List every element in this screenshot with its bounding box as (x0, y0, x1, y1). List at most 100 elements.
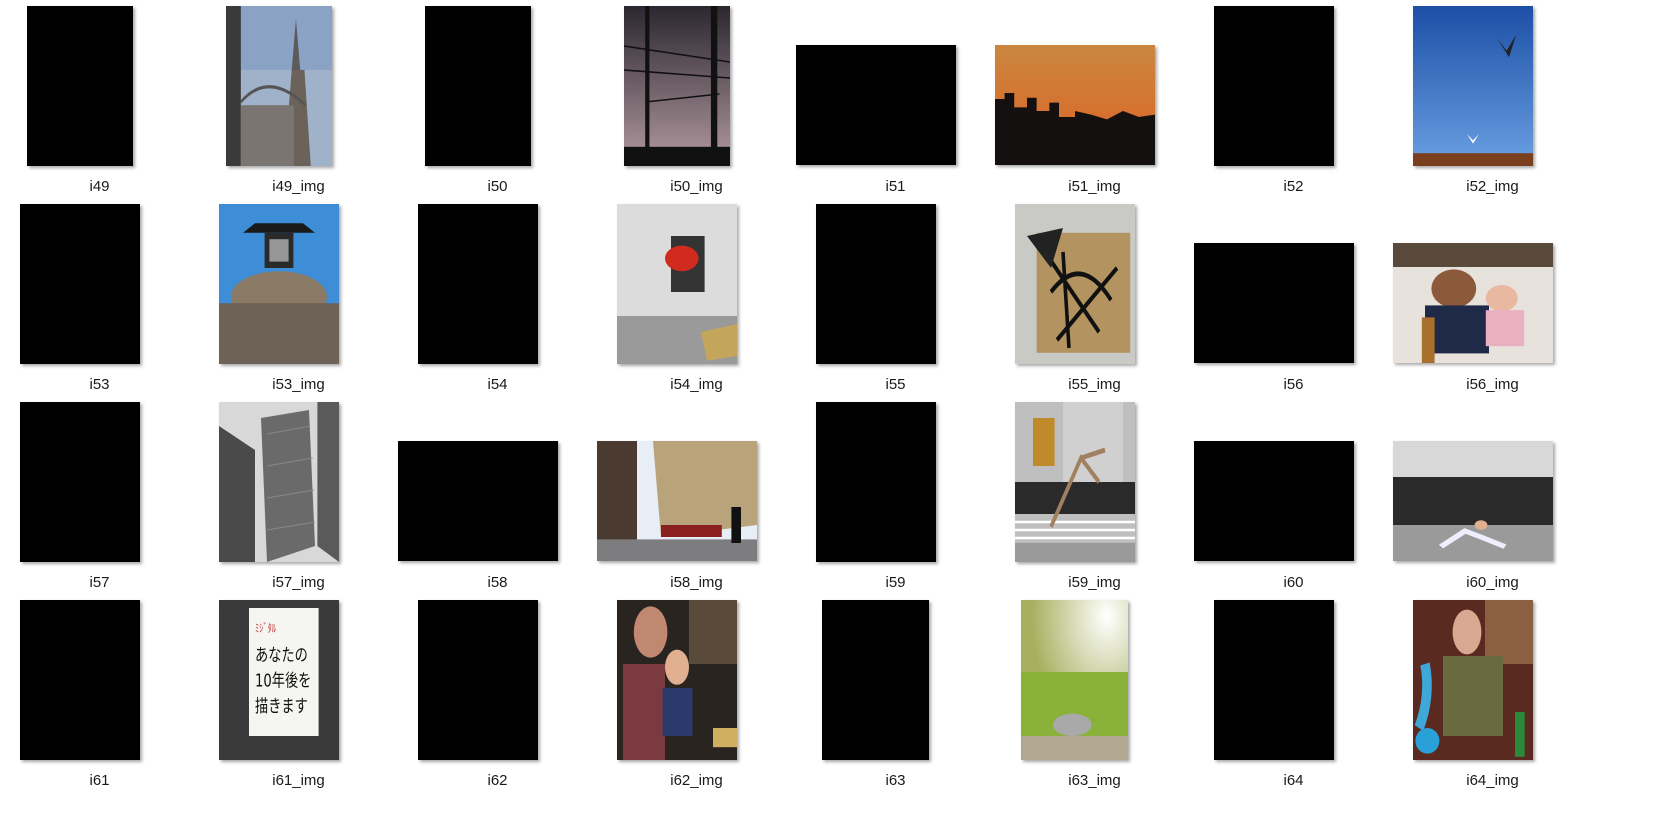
photo-thumbnail[interactable] (995, 45, 1155, 165)
heatmap-thumbnail[interactable] (20, 402, 140, 562)
file-name-label: i61_img (272, 772, 325, 789)
image-file-item[interactable]: i49_img (199, 0, 398, 209)
heatmap-thumbnail[interactable] (816, 204, 936, 364)
photo-thumbnail[interactable] (624, 6, 730, 166)
file-name-label: i57_img (272, 574, 325, 591)
image-file-item[interactable]: i55_img (995, 198, 1194, 407)
file-name-label: i51 (885, 178, 906, 195)
photo-thumbnail[interactable] (1021, 600, 1128, 760)
heatmap-file-item[interactable]: i63 (796, 594, 995, 803)
heatmap-thumbnail[interactable] (418, 204, 538, 364)
heatmap-thumbnail[interactable] (822, 600, 929, 760)
image-file-item[interactable]: i59_img (995, 396, 1194, 605)
file-name-label: i54_img (670, 376, 723, 393)
heatmap-file-item[interactable]: i49 (0, 0, 199, 209)
file-name-label: i53_img (272, 376, 325, 393)
heatmap-thumbnail[interactable] (1194, 243, 1354, 363)
photo-thumbnail[interactable] (617, 600, 737, 760)
image-file-item[interactable]: ﾐｼﾞﾀﾙ あなたの 10年後を描きます i61_img (199, 594, 398, 803)
image-file-item[interactable]: i63_img (995, 594, 1194, 803)
heatmap-file-item[interactable]: i64 (1194, 594, 1393, 803)
photo-thumbnail[interactable] (597, 441, 757, 561)
heatmap-thumbnail[interactable] (1214, 6, 1334, 166)
heatmap-file-item[interactable]: i50 (398, 0, 597, 209)
file-name-label: i55 (885, 376, 906, 393)
image-file-item[interactable]: i51_img (995, 0, 1194, 209)
sign-text-line: あなたの (255, 645, 308, 665)
heatmap-file-item[interactable]: i59 (796, 396, 995, 605)
photo-thumbnail[interactable] (1393, 243, 1553, 363)
heatmap-thumbnail[interactable] (425, 6, 531, 166)
image-file-item[interactable]: i52_img (1393, 0, 1592, 209)
heatmap-file-item[interactable]: i58 (398, 396, 597, 605)
file-name-label: i62_img (670, 772, 723, 789)
file-name-label: i61 (89, 772, 110, 789)
heatmap-thumbnail[interactable] (1214, 600, 1334, 760)
image-file-item[interactable]: i62_img (597, 594, 796, 803)
file-name-label: i57 (89, 574, 110, 591)
image-file-item[interactable]: i64_img (1393, 594, 1592, 803)
file-name-label: i54 (487, 376, 508, 393)
photo-thumbnail[interactable] (1413, 600, 1533, 760)
heatmap-thumbnail[interactable] (20, 204, 140, 364)
file-name-label: i59 (885, 574, 906, 591)
heatmap-file-item[interactable]: i62 (398, 594, 597, 803)
file-name-label: i51_img (1068, 178, 1121, 195)
image-file-item[interactable]: i56_img (1393, 198, 1592, 407)
file-name-label: i58_img (670, 574, 723, 591)
photo-thumbnail[interactable] (219, 204, 339, 364)
image-file-item[interactable]: i54_img (597, 198, 796, 407)
sign-text-line: 描きます (255, 696, 308, 716)
heatmap-file-item[interactable]: i53 (0, 198, 199, 407)
image-file-item[interactable]: i57_img (199, 396, 398, 605)
svg-text:ﾐｼﾞﾀﾙ: ﾐｼﾞﾀﾙ (255, 622, 276, 636)
heatmap-file-item[interactable]: i61 (0, 594, 199, 803)
file-name-label: i49 (89, 178, 110, 195)
file-name-label: i60 (1283, 574, 1304, 591)
photo-thumbnail[interactable] (219, 402, 339, 562)
image-file-item[interactable]: i58_img (597, 396, 796, 605)
file-name-label: i58 (487, 574, 508, 591)
file-name-label: i64 (1283, 772, 1304, 789)
image-file-item[interactable]: i60_img (1393, 396, 1592, 605)
file-name-label: i52_img (1466, 178, 1519, 195)
heatmap-file-item[interactable]: i57 (0, 396, 199, 605)
file-name-label: i63 (885, 772, 906, 789)
heatmap-file-item[interactable]: i52 (1194, 0, 1393, 209)
photo-thumbnail[interactable] (1393, 441, 1553, 561)
file-name-label: i50 (487, 178, 508, 195)
file-name-label: i50_img (670, 178, 723, 195)
file-name-label: i49_img (272, 178, 325, 195)
heatmap-thumbnail[interactable] (1194, 441, 1354, 561)
heatmap-file-item[interactable]: i54 (398, 198, 597, 407)
heatmap-thumbnail[interactable] (816, 402, 936, 562)
photo-thumbnail[interactable] (617, 204, 737, 364)
photo-thumbnail[interactable] (1015, 402, 1135, 562)
heatmap-thumbnail[interactable] (418, 600, 538, 760)
file-name-label: i52 (1283, 178, 1304, 195)
heatmap-file-item[interactable]: i51 (796, 0, 995, 209)
photo-thumbnail[interactable] (1015, 204, 1135, 364)
file-name-label: i56_img (1466, 376, 1519, 393)
heatmap-thumbnail[interactable] (20, 600, 140, 760)
heatmap-thumbnail[interactable] (796, 45, 956, 165)
image-file-item[interactable]: i53_img (199, 198, 398, 407)
file-name-label: i59_img (1068, 574, 1121, 591)
photo-thumbnail[interactable] (226, 6, 332, 166)
file-name-label: i63_img (1068, 772, 1121, 789)
photo-thumbnail[interactable] (1413, 6, 1533, 166)
image-file-item[interactable]: i50_img (597, 0, 796, 209)
heatmap-file-item[interactable]: i56 (1194, 198, 1393, 407)
file-name-label: i53 (89, 376, 110, 393)
file-name-label: i56 (1283, 376, 1304, 393)
heatmap-thumbnail[interactable] (27, 6, 133, 166)
file-name-label: i55_img (1068, 376, 1121, 393)
heatmap-file-item[interactable]: i60 (1194, 396, 1393, 605)
file-name-label: i64_img (1466, 772, 1519, 789)
photo-thumbnail[interactable]: ﾐｼﾞﾀﾙ あなたの 10年後を描きます (219, 600, 339, 760)
sign-text-line: 10年後を (255, 671, 311, 691)
heatmap-thumbnail[interactable] (398, 441, 558, 561)
heatmap-file-item[interactable]: i55 (796, 198, 995, 407)
file-name-label: i60_img (1466, 574, 1519, 591)
